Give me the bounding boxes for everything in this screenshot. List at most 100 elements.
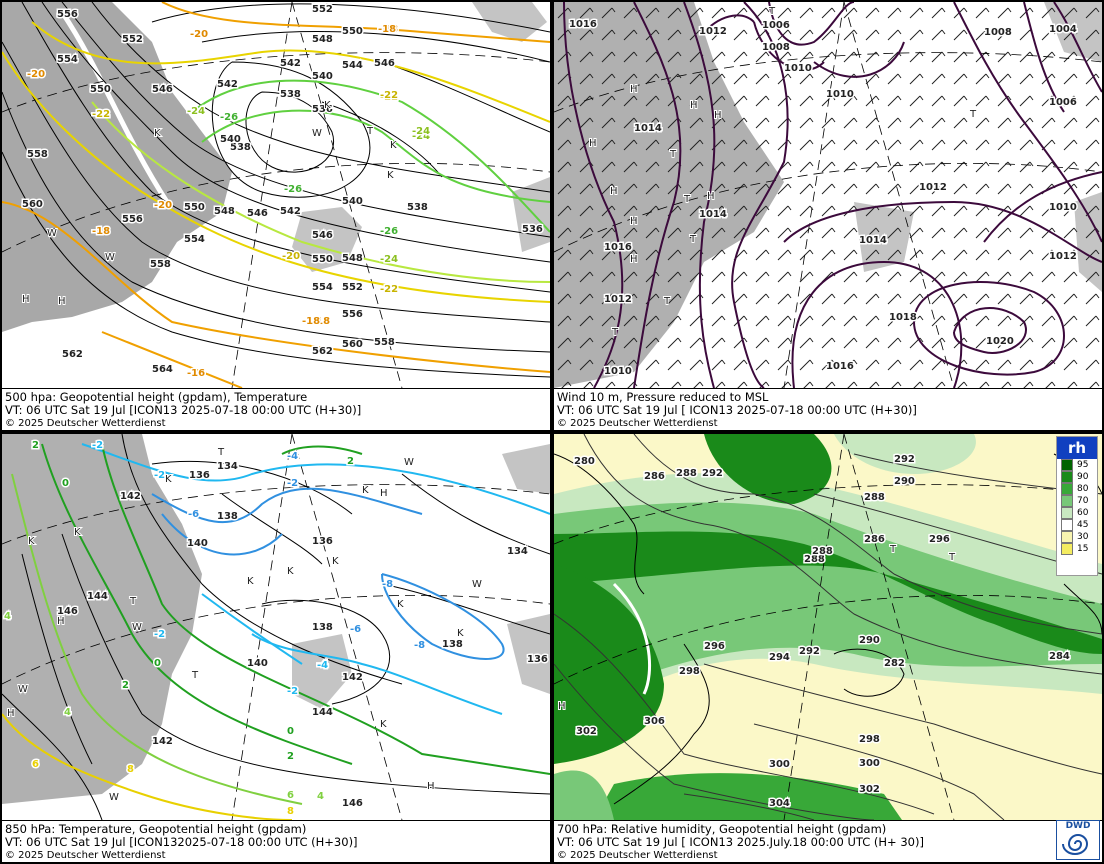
map-label: 1014 bbox=[634, 123, 662, 134]
map-label: 1006 bbox=[1049, 97, 1077, 108]
map-label: -18 bbox=[380, 24, 398, 35]
map-feature bbox=[753, 723, 1005, 820]
rh-top bbox=[704, 434, 832, 504]
map-700hpa: 280 286 288 292 292 290 288 286 288 290 … bbox=[554, 434, 1102, 820]
map-feature bbox=[151, 461, 353, 515]
map-feature bbox=[21, 2, 550, 293]
map-label: 290 bbox=[894, 476, 915, 487]
map-label: K bbox=[380, 719, 387, 730]
map-label: 554 bbox=[312, 282, 333, 293]
map-feature bbox=[41, 443, 353, 765]
map-850hpa: 134 136 138 140 142 144 146 138 136 134 … bbox=[2, 434, 550, 820]
caption-title: Wind 10 m, Pressure reduced to MSL bbox=[557, 390, 769, 404]
map-label: -20 bbox=[154, 200, 172, 211]
map-label: 2 bbox=[287, 751, 294, 762]
map-feature bbox=[201, 31, 550, 63]
map-feature bbox=[613, 643, 710, 805]
copyright: © 2025 Deutscher Wetterdienst bbox=[5, 418, 166, 429]
map-label: -8 bbox=[414, 640, 425, 651]
map-label: -24 bbox=[412, 131, 430, 142]
legend-swatch bbox=[1061, 543, 1073, 555]
map-label: 288 bbox=[812, 546, 833, 557]
map-label: -4 bbox=[287, 451, 298, 462]
map-label: 538 bbox=[407, 202, 428, 213]
map-label: 302 bbox=[859, 784, 880, 795]
map-label: K bbox=[457, 628, 464, 639]
height-labels: 280 286 288 292 292 290 288 286 288 290 … bbox=[573, 453, 1072, 811]
map-label: 542 bbox=[280, 58, 301, 69]
map-feature bbox=[2, 434, 550, 820]
map-label: 146 bbox=[57, 606, 78, 617]
land-greenland bbox=[2, 434, 202, 804]
map-label: H bbox=[427, 781, 435, 792]
caption-500hpa: 500 hpa: Geopotential height (gpdam), Te… bbox=[2, 388, 550, 430]
map-label: -26 bbox=[284, 184, 302, 195]
map-label: -2 bbox=[154, 470, 165, 481]
map-label: 144 bbox=[87, 591, 108, 602]
rh-sw bbox=[554, 770, 614, 820]
legend-entry: 30 bbox=[1057, 531, 1097, 543]
height-labels: 134 136 138 140 142 144 146 138 136 134 … bbox=[56, 460, 550, 811]
map-feature bbox=[101, 331, 243, 388]
map-label: 1020 bbox=[986, 336, 1014, 347]
map-label: 544 bbox=[342, 60, 363, 71]
map-label: 2 bbox=[122, 680, 129, 691]
map-label: 1010 bbox=[1049, 202, 1077, 213]
map-label: 304 bbox=[769, 798, 790, 809]
map-label: 538 bbox=[230, 142, 251, 153]
map-feature bbox=[201, 593, 303, 665]
map-feature bbox=[121, 434, 403, 685]
pressure-marks: T K K H K K H K W T W H W K K T K K W K … bbox=[6, 446, 483, 804]
map-feature bbox=[563, 2, 624, 388]
map-label: 292 bbox=[702, 468, 723, 479]
map-label: 142 bbox=[120, 491, 141, 502]
map-label: H bbox=[610, 186, 618, 197]
map-feature bbox=[783, 434, 845, 820]
caption-700hpa: 700 hPa: Relative humidity, Geopotential… bbox=[554, 820, 1102, 862]
legend-swatch bbox=[1061, 483, 1073, 495]
map-label: 554 bbox=[57, 54, 78, 65]
map-label: -2 bbox=[154, 629, 165, 640]
map-label: 288 bbox=[804, 554, 825, 565]
map-label: 2 bbox=[347, 456, 354, 467]
map-label: 136 bbox=[189, 470, 210, 481]
map-feature bbox=[554, 162, 1102, 253]
land-island-3 bbox=[512, 177, 550, 252]
map-label: T bbox=[663, 296, 671, 307]
map-feature bbox=[703, 663, 1102, 775]
map-label: -24 bbox=[187, 106, 205, 117]
map-label: 134 bbox=[507, 546, 528, 557]
map-label: 8 bbox=[287, 806, 294, 817]
map-label: H bbox=[630, 84, 638, 95]
map-label: H bbox=[7, 708, 15, 719]
map-label: 292 bbox=[799, 646, 820, 657]
map-label: W bbox=[312, 128, 322, 139]
legend-entry: 70 bbox=[1057, 495, 1097, 507]
map-label: 562 bbox=[312, 346, 333, 357]
map-label: 546 bbox=[152, 84, 173, 95]
map-feature bbox=[31, 21, 550, 123]
map-feature bbox=[1053, 2, 1102, 93]
map-label: 1004 bbox=[1049, 24, 1077, 35]
temp-contours bbox=[2, 443, 550, 820]
map-label: 6 bbox=[287, 790, 294, 801]
map-label: 288 bbox=[864, 492, 885, 503]
map-feature bbox=[554, 663, 875, 820]
temp-labels: -20 -18 -20 -22 -24 -26 -24 -22 -18 -26 … bbox=[26, 23, 432, 381]
map-feature bbox=[41, 2, 550, 263]
map-label: 306 bbox=[644, 716, 665, 727]
map-label: 0 bbox=[287, 726, 294, 737]
panel-850hpa: 134 136 138 140 142 144 146 138 136 134 … bbox=[2, 434, 550, 862]
map-feature bbox=[401, 473, 550, 555]
map-label: 294 bbox=[769, 652, 790, 663]
map-feature bbox=[151, 3, 550, 33]
map-label: K bbox=[154, 128, 161, 139]
map-label: 140 bbox=[247, 658, 268, 669]
map-mslp: 1016 1006 1012 1008 1010 1008 1004 1010 … bbox=[554, 2, 1102, 388]
map-label: W bbox=[47, 228, 57, 239]
map-label: H bbox=[690, 100, 698, 111]
map-label: H bbox=[57, 616, 65, 627]
map-feature bbox=[554, 434, 1102, 820]
legend-swatch bbox=[1061, 519, 1073, 531]
map-label: W bbox=[18, 684, 28, 695]
